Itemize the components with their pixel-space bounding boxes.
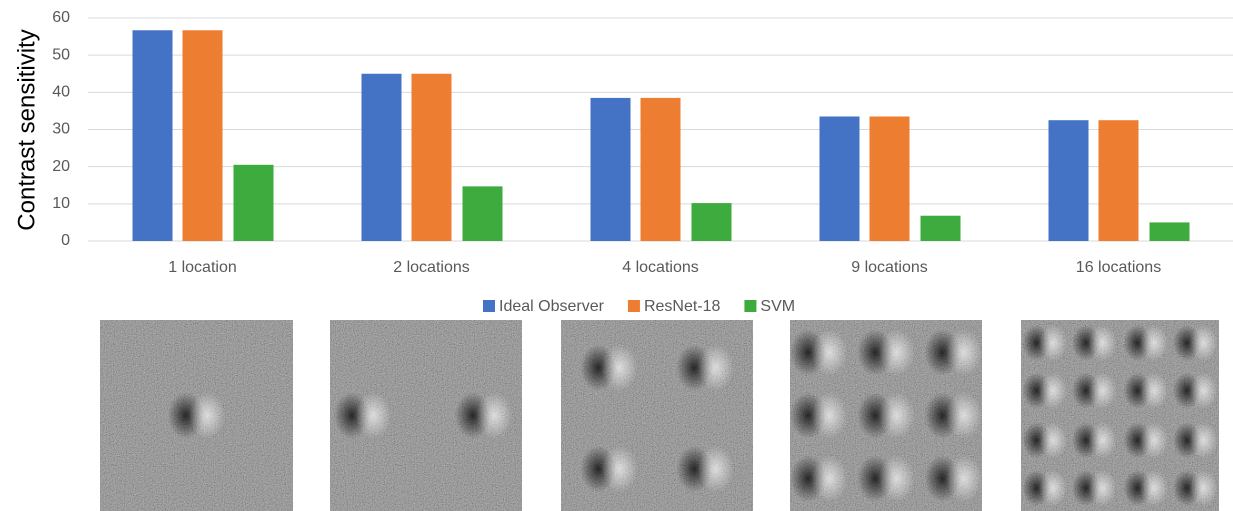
- bar: [412, 74, 452, 241]
- stimulus-light-blob: [946, 392, 982, 439]
- stimulus-light-blob: [946, 329, 982, 376]
- y-tick-label: 0: [61, 232, 70, 249]
- stimulus-light-blob: [189, 392, 225, 439]
- bar: [133, 30, 173, 241]
- legend-label: Ideal Observer: [499, 298, 605, 315]
- bar: [463, 186, 503, 241]
- bar: [183, 30, 223, 241]
- bar: [1150, 222, 1190, 241]
- bar: [641, 98, 681, 241]
- bar: [870, 116, 910, 241]
- x-tick-label: 4 locations: [622, 259, 699, 276]
- y-tick-label: 30: [52, 121, 70, 138]
- y-tick-label: 10: [52, 195, 70, 212]
- page: {"chart_data": {"type": "bar", "y_label"…: [0, 0, 1233, 511]
- stimulus-light-blob: [1089, 372, 1117, 408]
- stimulus-light-blob: [698, 344, 734, 391]
- y-tick-label: 50: [52, 46, 70, 63]
- stimulus-light-blob: [476, 392, 512, 439]
- stimulus-light-blob: [1089, 470, 1117, 506]
- stimulus-light-blob: [698, 446, 734, 493]
- y-axis-label: Contrast sensitivity: [13, 29, 40, 230]
- legend-label: SVM: [760, 298, 795, 315]
- x-tick-label: 1 location: [168, 259, 237, 276]
- stimulus-light-blob: [812, 455, 848, 502]
- stimulus-light-blob: [1039, 325, 1067, 361]
- stimulus-light-blob: [1190, 422, 1218, 458]
- y-tick-label: 40: [52, 84, 70, 101]
- x-tick-label: 16 locations: [1076, 259, 1161, 276]
- stimulus-light-blob: [879, 392, 915, 439]
- stimulus-light-blob: [1039, 372, 1067, 408]
- legend-label: ResNet-18: [644, 298, 721, 315]
- legend-swatch: [628, 300, 640, 312]
- stimulus-light-blob: [1140, 325, 1168, 361]
- stimulus-light-blob: [1089, 422, 1117, 458]
- stimulus-light-blob: [1140, 422, 1168, 458]
- bar: [362, 74, 402, 241]
- stimulus-light-blob: [355, 392, 391, 439]
- stimulus-light-blob: [1140, 470, 1168, 506]
- bar: [921, 216, 961, 241]
- stimulus-light-blob: [1089, 325, 1117, 361]
- stimulus-light-blob: [879, 329, 915, 376]
- bar: [1099, 120, 1139, 241]
- stimulus-light-blob: [879, 455, 915, 502]
- stimulus-light-blob: [1190, 325, 1218, 361]
- stimulus-light-blob: [946, 455, 982, 502]
- stimulus-light-blob: [602, 446, 638, 493]
- bar: [692, 203, 732, 241]
- bar: [591, 98, 631, 241]
- stimulus-light-blob: [1190, 470, 1218, 506]
- stimulus-light-blob: [1039, 470, 1067, 506]
- bar: [234, 165, 274, 241]
- stimulus-light-blob: [812, 392, 848, 439]
- bar: [820, 116, 860, 241]
- legend-swatch: [744, 300, 756, 312]
- x-tick-label: 2 locations: [393, 259, 470, 276]
- stimulus-light-blob: [1190, 372, 1218, 408]
- y-tick-label: 20: [52, 158, 70, 175]
- chart: Contrast sensitivity 0 10 20 30 40 50 60 1 loca…: [0, 0, 1233, 511]
- stimulus-light-blob: [602, 344, 638, 391]
- stimulus-light-blob: [812, 329, 848, 376]
- stimulus-light-blob: [1140, 372, 1168, 408]
- x-tick-label: 9 locations: [851, 259, 928, 276]
- legend-swatch: [483, 300, 495, 312]
- y-tick-label: 60: [52, 9, 70, 26]
- bar: [1049, 120, 1089, 241]
- stimulus-light-blob: [1039, 422, 1067, 458]
